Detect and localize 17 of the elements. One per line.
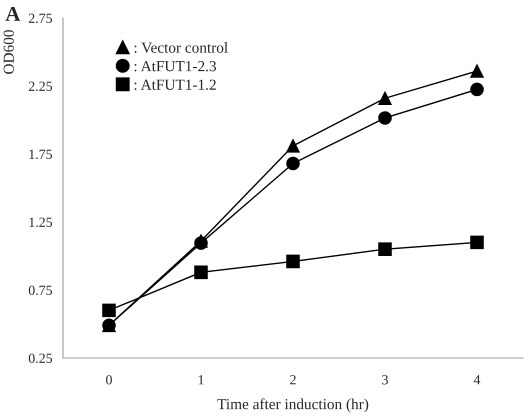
- y-tick-label: 0.25: [28, 354, 52, 364]
- x-tick-label: 3: [382, 375, 388, 384]
- y-tick-label: 2.75: [28, 14, 52, 24]
- x-tick-label: 1: [198, 375, 204, 384]
- x-tick-label: 2: [290, 375, 296, 384]
- x-tick-label: 0: [106, 375, 112, 384]
- x-tick-label: 4: [474, 375, 480, 384]
- y-tick-label: 1.25: [30, 218, 52, 228]
- y-axis-title: OD600: [4, 30, 14, 74]
- y-tick-label: 1.75: [30, 150, 52, 160]
- legend-label: : AtFUT1-1.2: [134, 80, 216, 90]
- legend-label: : AtFUT1-2.3: [134, 61, 216, 72]
- x-axis-title: Time after induction (hr): [217, 398, 368, 412]
- text: A: [6, 6, 20, 21]
- y-tick-label: 2.25: [28, 82, 52, 92]
- legend-label: : Vector control: [134, 42, 228, 53]
- y-tick-label: 0.75: [28, 286, 52, 296]
